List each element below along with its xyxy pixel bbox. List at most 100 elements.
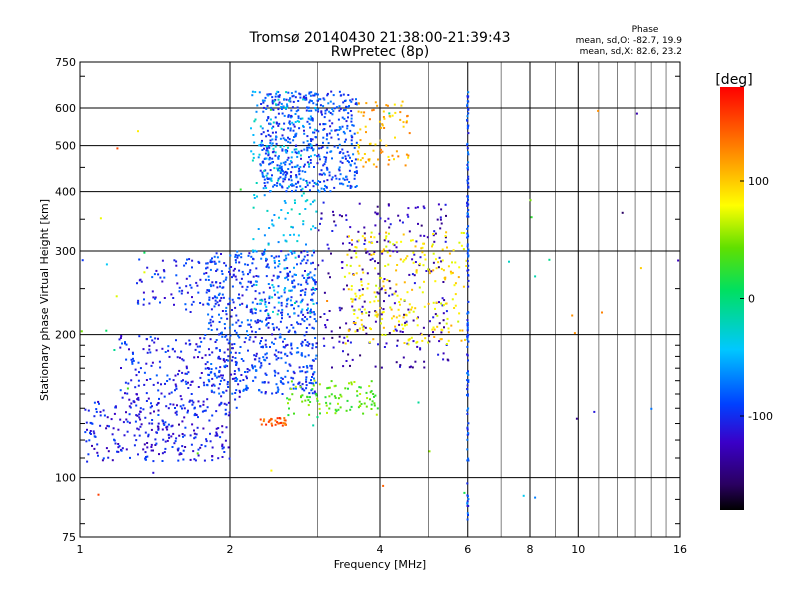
data-point: [466, 345, 469, 348]
data-point: [366, 250, 369, 253]
data-point: [369, 142, 372, 145]
data-point: [421, 251, 424, 254]
data-point: [292, 326, 295, 329]
data-point: [262, 420, 265, 423]
data-point: [432, 233, 435, 235]
data-point: [308, 109, 311, 112]
data-point: [252, 153, 255, 156]
data-point: [650, 407, 653, 410]
data-point: [216, 434, 219, 437]
data-point: [137, 384, 140, 387]
data-point: [125, 343, 128, 346]
data-point: [350, 100, 353, 103]
data-point: [261, 149, 264, 151]
data-point: [150, 443, 153, 446]
data-point: [281, 317, 283, 320]
data-point: [467, 248, 470, 251]
data-point: [316, 416, 319, 419]
data-point: [438, 322, 441, 325]
x-tick-label: 1: [77, 543, 84, 556]
data-point: [365, 311, 368, 314]
data-point: [304, 270, 306, 272]
data-point: [234, 255, 237, 258]
data-point: [467, 225, 470, 228]
data-point: [322, 128, 325, 131]
data-point: [220, 402, 223, 405]
data-point: [290, 208, 293, 211]
data-point: [377, 292, 380, 295]
data-point: [310, 364, 313, 367]
data-point: [157, 425, 160, 428]
data-point: [298, 167, 301, 170]
data-point: [404, 164, 407, 167]
data-point: [298, 382, 300, 385]
data-point: [313, 371, 316, 374]
data-point: [146, 446, 149, 449]
data-point: [187, 387, 190, 389]
data-point: [239, 282, 242, 285]
data-point: [454, 293, 457, 296]
data-point: [183, 434, 186, 437]
data-point: [358, 400, 361, 403]
data-point: [400, 104, 403, 107]
data-point: [395, 316, 398, 319]
data-point: [316, 162, 319, 165]
data-point: [209, 440, 212, 443]
data-point: [314, 107, 317, 109]
data-point: [289, 270, 291, 273]
data-point: [180, 292, 183, 295]
data-point: [252, 258, 255, 261]
data-point: [213, 260, 216, 263]
data-point: [313, 166, 315, 168]
data-point: [395, 361, 398, 364]
data-point: [171, 347, 174, 350]
data-point: [147, 435, 150, 438]
data-point: [125, 358, 128, 361]
data-point: [334, 224, 337, 227]
data-point: [392, 315, 395, 318]
data-point: [353, 381, 356, 383]
data-point: [301, 400, 304, 403]
data-point: [177, 449, 180, 452]
data-point: [280, 108, 283, 110]
data-point: [398, 323, 401, 326]
data-point: [285, 106, 288, 109]
data-point: [237, 319, 240, 322]
data-point: [151, 361, 154, 364]
data-point: [434, 232, 437, 235]
data-point: [274, 103, 277, 106]
data-point: [334, 408, 337, 411]
data-point: [467, 373, 470, 376]
data-point: [467, 108, 470, 111]
data-point: [189, 343, 192, 345]
data-point: [338, 335, 341, 338]
data-point: [291, 393, 294, 396]
data-point: [278, 296, 281, 299]
data-point: [430, 270, 433, 273]
data-point: [208, 348, 210, 351]
x-tick-label: 6: [464, 543, 471, 556]
data-point: [298, 169, 301, 172]
data-point: [310, 118, 313, 121]
data-point: [106, 424, 109, 427]
data-point: [153, 410, 155, 413]
data-point: [114, 442, 117, 445]
data-point: [186, 411, 189, 414]
data-point: [203, 337, 206, 340]
data-point: [399, 298, 402, 301]
data-point: [310, 379, 312, 382]
data-point: [96, 451, 99, 454]
data-point: [327, 102, 330, 105]
data-point: [283, 338, 286, 340]
data-point: [301, 370, 304, 373]
data-point: [283, 417, 286, 420]
data-point: [302, 313, 305, 316]
data-point: [393, 103, 396, 106]
data-point: [260, 103, 263, 105]
data-point: [223, 451, 226, 453]
data-point: [204, 367, 207, 370]
data-point: [122, 421, 125, 424]
data-point: [445, 310, 448, 313]
data-point: [299, 93, 302, 96]
